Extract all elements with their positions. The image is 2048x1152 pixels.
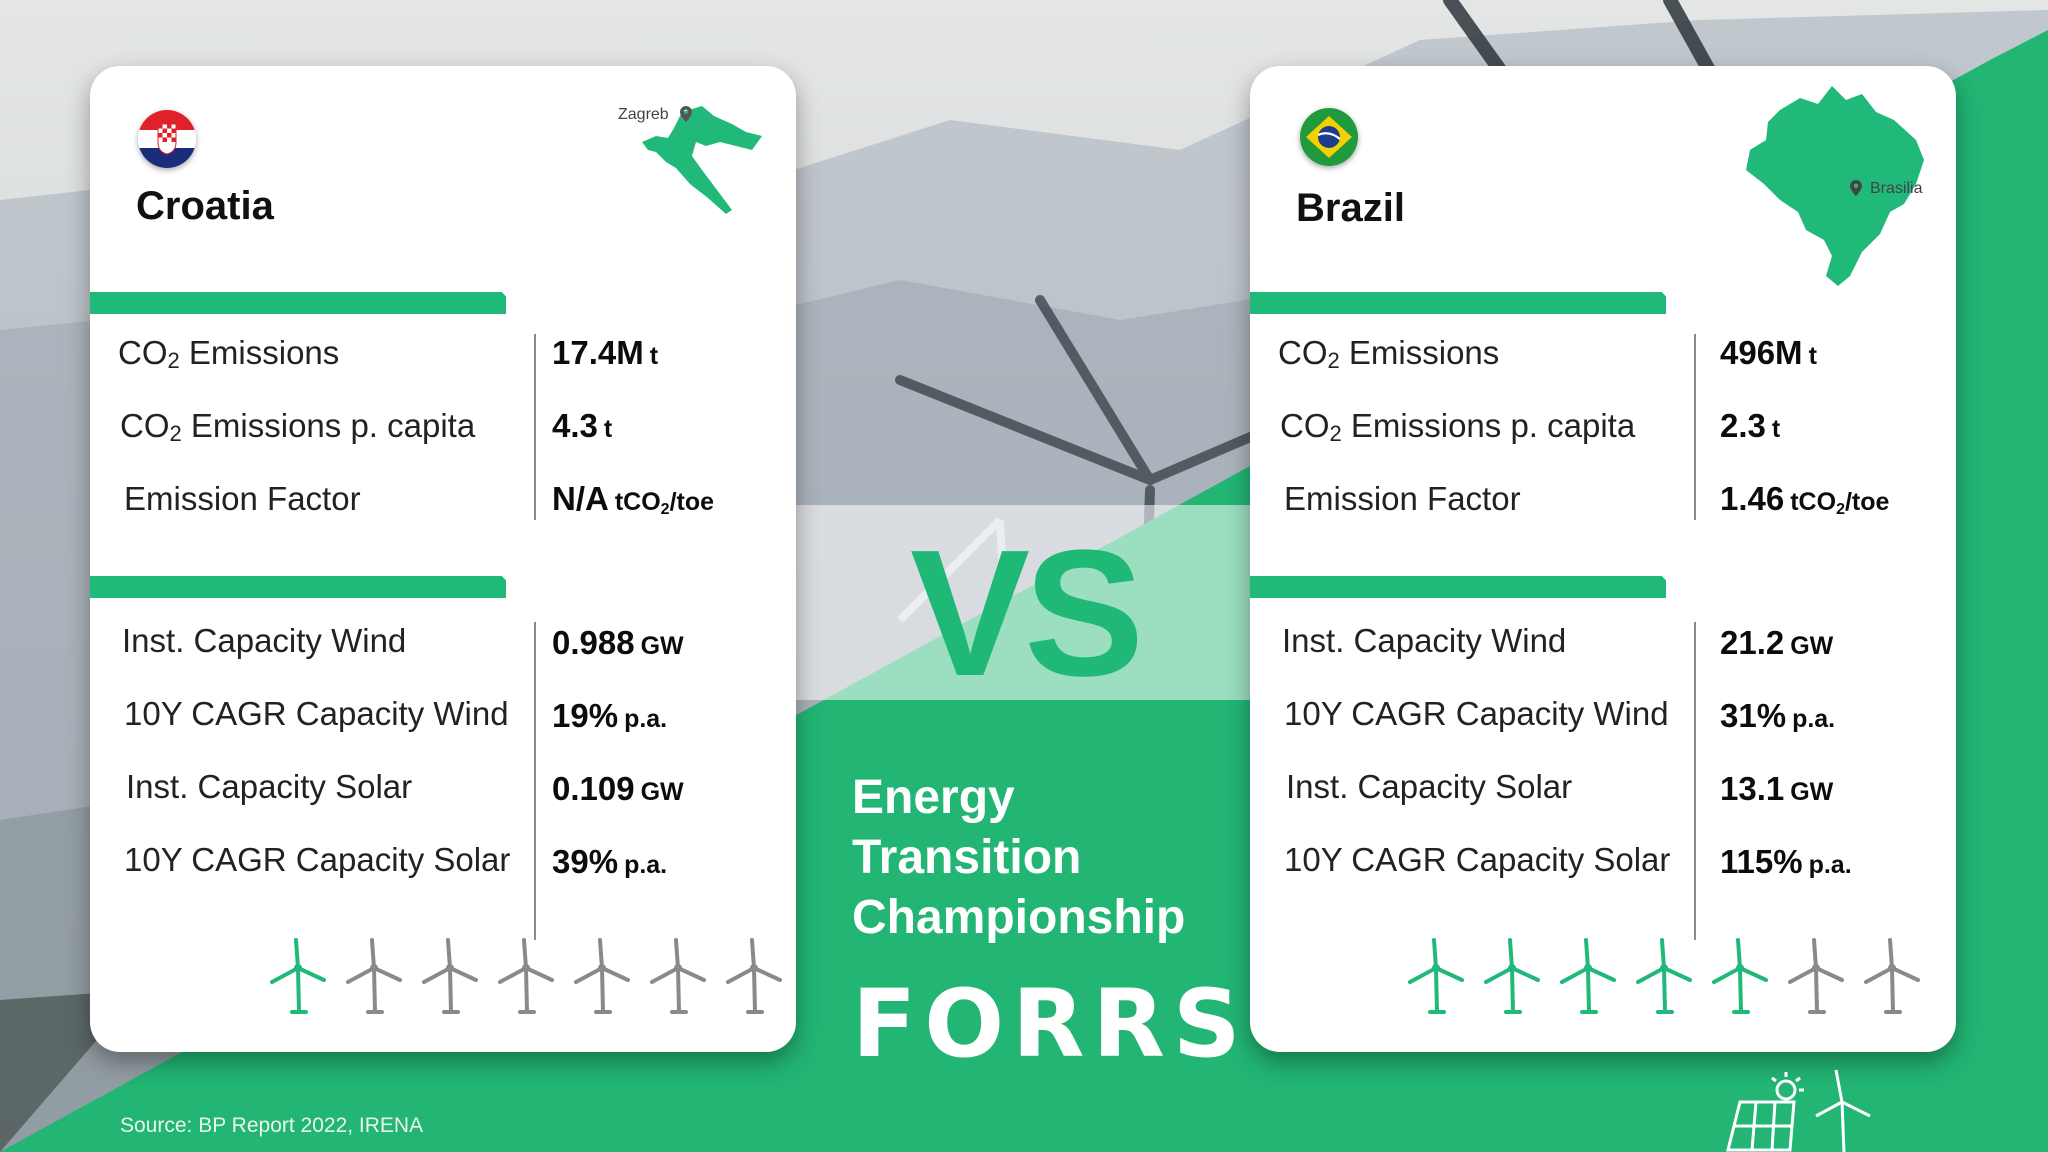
title-line-1: Energy bbox=[852, 771, 1015, 824]
croatia-flag-icon bbox=[138, 110, 196, 168]
stat-value-solar-cagr: 115% p.a. bbox=[1720, 843, 1852, 880]
wind-turbine-icon-active bbox=[1556, 938, 1620, 1014]
turbine-rating bbox=[266, 938, 786, 1018]
wind-turbine-icon-active bbox=[1404, 938, 1468, 1014]
stat-label-wind-capacity: Inst. Capacity Wind bbox=[1282, 622, 1567, 659]
stat-value-emission-factor: 1.46 tCO2/toe bbox=[1720, 480, 1890, 518]
section-bar-capacity bbox=[90, 576, 506, 598]
title-line-3: Championship bbox=[852, 891, 1186, 944]
source-note: Source: BP Report 2022, IRENA bbox=[120, 1114, 424, 1137]
capital-label: Zagreb bbox=[618, 106, 669, 123]
divider-capacity bbox=[1694, 622, 1696, 940]
stat-value-wind-capacity: 0.988 GW bbox=[552, 624, 684, 661]
wind-turbine-icon-inactive bbox=[1784, 938, 1848, 1014]
stat-value-co2-per-capita: 4.3 t bbox=[552, 407, 613, 444]
divider-emissions bbox=[1694, 334, 1696, 520]
stat-value-solar-cagr: 39% p.a. bbox=[552, 843, 668, 880]
stat-label-solar-capacity: Inst. Capacity Solar bbox=[126, 768, 413, 805]
title-line-2: Transition bbox=[852, 831, 1082, 884]
wind-turbine-icon-inactive bbox=[1860, 938, 1924, 1014]
stat-value-solar-capacity: 0.109 GW bbox=[552, 770, 684, 807]
solar-wind-icon bbox=[1720, 1066, 1890, 1152]
wind-turbine-icon-inactive bbox=[646, 938, 710, 1014]
location-pin-icon bbox=[680, 106, 692, 122]
section-bar-capacity bbox=[1250, 576, 1666, 598]
country-name: Croatia bbox=[136, 184, 274, 228]
stat-label-co2-per-capita: CO2 Emissions p. capita bbox=[120, 407, 476, 446]
wind-turbine-icon-inactive bbox=[570, 938, 634, 1014]
divider-capacity bbox=[534, 622, 536, 940]
wind-turbine-icon-active bbox=[1480, 938, 1544, 1014]
stat-label-emission-factor: Emission Factor bbox=[1284, 480, 1521, 517]
stat-label-solar-cagr: 10Y CAGR Capacity Solar bbox=[124, 841, 511, 878]
stat-value-wind-cagr: 31% p.a. bbox=[1720, 697, 1836, 734]
stat-value-co2-emissions: 17.4M t bbox=[552, 334, 659, 371]
brazil-card: Brazil Brasilia CO2 Emissions 496M t CO2 … bbox=[1250, 66, 1956, 1052]
divider-emissions bbox=[534, 334, 536, 520]
wind-turbine-icon-active bbox=[1632, 938, 1696, 1014]
country-name: Brazil bbox=[1296, 186, 1405, 230]
turbine-rating bbox=[1404, 938, 1924, 1018]
wind-turbine-icon-inactive bbox=[494, 938, 558, 1014]
stat-label-solar-cagr: 10Y CAGR Capacity Solar bbox=[1284, 841, 1671, 878]
forrs-logo: FORRS bbox=[852, 970, 1249, 1079]
wind-turbine-icon-active bbox=[266, 938, 330, 1014]
versus-label: VS bbox=[910, 513, 1144, 714]
brazil-flag-icon bbox=[1300, 108, 1358, 166]
croatia-card: Croatia Zagreb CO2 Emissions 17.4M t CO2 … bbox=[90, 66, 796, 1052]
section-bar-emissions bbox=[90, 292, 506, 314]
stat-label-wind-capacity: Inst. Capacity Wind bbox=[122, 622, 407, 659]
stat-value-co2-emissions: 496M t bbox=[1720, 334, 1817, 371]
croatia-map-icon bbox=[622, 102, 772, 232]
stat-value-emission-factor: N/A tCO2/toe bbox=[552, 480, 715, 518]
stat-value-wind-cagr: 19% p.a. bbox=[552, 697, 668, 734]
stat-label-co2-per-capita: CO2 Emissions p. capita bbox=[1280, 407, 1636, 446]
section-bar-emissions bbox=[1250, 292, 1666, 314]
stat-value-solar-capacity: 13.1 GW bbox=[1720, 770, 1834, 807]
wind-turbine-icon-inactive bbox=[418, 938, 482, 1014]
stat-label-co2-emissions: CO2 Emissions bbox=[118, 334, 340, 373]
capital-label: Brasilia bbox=[1870, 180, 1923, 197]
stat-label-co2-emissions: CO2 Emissions bbox=[1278, 334, 1500, 373]
stat-value-wind-capacity: 21.2 GW bbox=[1720, 624, 1834, 661]
location-pin-icon bbox=[1850, 180, 1862, 196]
stat-label-emission-factor: Emission Factor bbox=[124, 480, 361, 517]
stat-label-wind-cagr: 10Y CAGR Capacity Wind bbox=[124, 695, 509, 732]
brazil-map-icon bbox=[1740, 80, 1930, 290]
wind-turbine-icon-active bbox=[1708, 938, 1772, 1014]
stat-label-wind-cagr: 10Y CAGR Capacity Wind bbox=[1284, 695, 1669, 732]
stat-label-solar-capacity: Inst. Capacity Solar bbox=[1286, 768, 1573, 805]
stat-value-co2-per-capita: 2.3 t bbox=[1720, 407, 1781, 444]
wind-turbine-icon-inactive bbox=[342, 938, 406, 1014]
wind-turbine-icon-inactive bbox=[722, 938, 786, 1014]
